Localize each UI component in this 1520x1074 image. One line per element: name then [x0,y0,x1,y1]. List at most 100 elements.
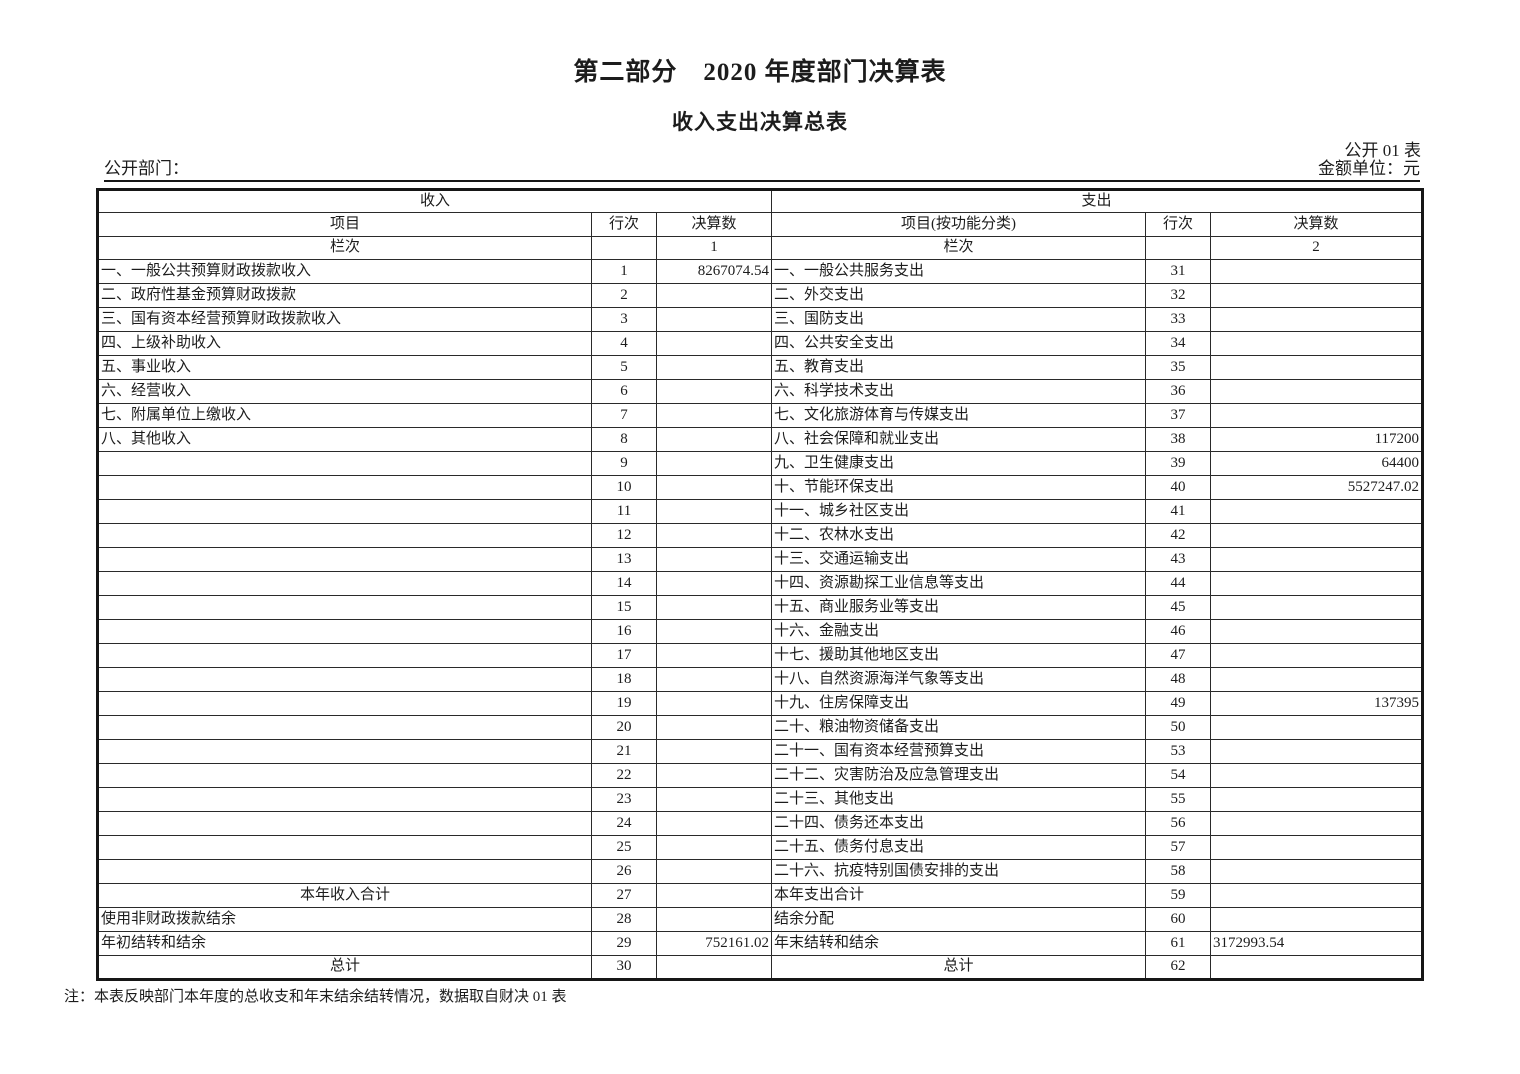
income-row-no-cell: 2 [591,283,657,308]
expense-row-no-cell: 39 [1145,451,1212,476]
expense-item-cell: 二十一、国有资本经营预算支出 [771,739,1147,764]
income-item-cell [97,619,592,644]
income-item-cell: 四、上级补助收入 [97,331,592,356]
income-item-cell [97,475,592,500]
income-row-no-cell: 29 [591,931,657,956]
expense-row-no-cell: 53 [1145,739,1212,764]
income-row-no-cell: 27 [591,883,657,908]
expense-amount-cell [1210,331,1424,356]
income-item-cell [97,499,592,524]
expense-amount-cell: 5527247.02 [1210,475,1424,500]
expense-amount-cell [1210,355,1424,380]
table-row: 六、经营收入 6 六、科学技术支出 36 [97,379,1424,404]
income-amount-cell [655,475,773,500]
table-row: 总计 30 总计 62 [97,955,1424,980]
expense-item-cell: 总计 [771,955,1147,980]
expense-row-no-cell: 35 [1145,355,1212,380]
expense-row-no-cell: 58 [1145,859,1212,884]
expense-row-no-cell: 56 [1145,811,1212,836]
income-row-no-cell: 7 [591,403,657,428]
expense-item-cell: 十四、资源勘探工业信息等支出 [771,571,1147,596]
table-row: 26 二十六、抗疫特别国债安排的支出 58 [97,859,1424,884]
income-row-no-cell: 30 [591,955,657,980]
income-amount-cell [655,643,773,668]
income-amount-cell [655,691,773,716]
expense-row-no-cell: 46 [1145,619,1212,644]
income-row-no-cell: 14 [591,571,657,596]
expense-row-no-cell: 40 [1145,475,1212,500]
unit-label: 金额单位：元 [1318,159,1420,178]
expense-row-no-cell: 60 [1145,907,1212,932]
table-row: 14 十四、资源勘探工业信息等支出 44 [97,571,1424,596]
expense-amount-cell [1210,883,1424,908]
expense-amount-cell [1210,595,1424,620]
income-row-no-cell: 11 [591,499,657,524]
expense-row-no-cell: 32 [1145,283,1212,308]
income-amount-cell [655,811,773,836]
table-row: 四、上级补助收入 4 四、公共安全支出 34 [97,331,1424,356]
income-item-cell: 三、国有资本经营预算财政拨款收入 [97,307,592,332]
expense-amount-cell [1210,379,1424,404]
expense-amount-cell: 117200 [1210,427,1424,452]
expense-row-no-cell: 31 [1145,259,1212,284]
expense-item-cell: 三、国防支出 [771,307,1147,332]
expense-item-cell: 十九、住房保障支出 [771,691,1147,716]
footnote: 注：本表反映部门本年度的总收支和年末结余结转情况，数据取自财决 01 表 [64,989,567,1005]
expense-row-no-cell: 47 [1145,643,1212,668]
income-row-no-cell: 20 [591,715,657,740]
income-amount-cell [655,379,773,404]
expense-item-cell: 一、一般公共服务支出 [771,259,1147,284]
income-item-cell [97,523,592,548]
expense-item-cell: 四、公共安全支出 [771,331,1147,356]
income-item-cell [97,835,592,860]
table-row: 22 二十二、灾害防治及应急管理支出 54 [97,763,1424,788]
income-amount-header: 决算数 [655,212,773,237]
page-subtitle: 收入支出决算总表 [672,110,848,134]
table-row: 15 十五、商业服务业等支出 45 [97,595,1424,620]
income-section-header: 收入 [96,189,773,213]
income-amount-cell [655,715,773,740]
income-amount-cell [655,331,773,356]
income-item-cell [97,739,592,764]
expense-amount-header: 决算数 [1210,212,1424,237]
income-row-no-cell: 1 [591,259,657,284]
expense-item-cell: 二十五、债务付息支出 [771,835,1147,860]
table-row: 25 二十五、债务付息支出 57 [97,835,1424,860]
income-item-cell: 八、其他收入 [97,427,592,452]
income-amount-cell [655,955,773,980]
table-row: 20 二十、粮油物资储备支出 50 [97,715,1424,740]
expense-item-cell: 九、卫生健康支出 [771,451,1147,476]
department-label: 公开部门： [104,159,189,178]
expense-amount-cell: 64400 [1210,451,1424,476]
expense-row-no-cell: 48 [1145,667,1212,692]
income-item-header: 项目 [97,212,592,237]
expense-row-no-cell: 45 [1145,595,1212,620]
income-amount-cell [655,571,773,596]
expense-item-cell: 十六、金融支出 [771,619,1147,644]
income-item-cell: 二、政府性基金预算财政拨款 [97,283,592,308]
expense-amount-cell [1210,523,1424,548]
income-row-no-cell: 23 [591,787,657,812]
expense-amount-cell [1210,499,1424,524]
income-item-cell [97,811,592,836]
income-amount-cell [655,883,773,908]
expense-row-no-cell: 44 [1145,571,1212,596]
income-item-cell: 总计 [97,955,592,980]
expense-row-no-cell: 34 [1145,331,1212,356]
table-row: 年初结转和结余 29 752161.02 年末结转和结余 61 3172993.… [97,931,1424,956]
income-row-no-cell: 6 [591,379,657,404]
expense-row-no-cell: 33 [1145,307,1212,332]
expense-item-cell: 七、文化旅游体育与传媒支出 [771,403,1147,428]
income-amount-cell [655,907,773,932]
income-item-cell [97,715,592,740]
income-amount-cell [655,835,773,860]
income-amount-cell: 752161.02 [655,931,773,956]
column-index-row: 栏次 1 栏次 2 [97,236,1424,260]
expense-amount-cell [1210,835,1424,860]
expense-amount-cell [1210,907,1424,932]
expense-index-blank-cell [1145,236,1212,260]
table-row: 13 十三、交通运输支出 43 [97,547,1424,572]
expense-amount-cell [1210,571,1424,596]
expense-item-cell: 十七、援助其他地区支出 [771,643,1147,668]
table-row: 三、国有资本经营预算财政拨款收入 3 三、国防支出 33 [97,307,1424,332]
